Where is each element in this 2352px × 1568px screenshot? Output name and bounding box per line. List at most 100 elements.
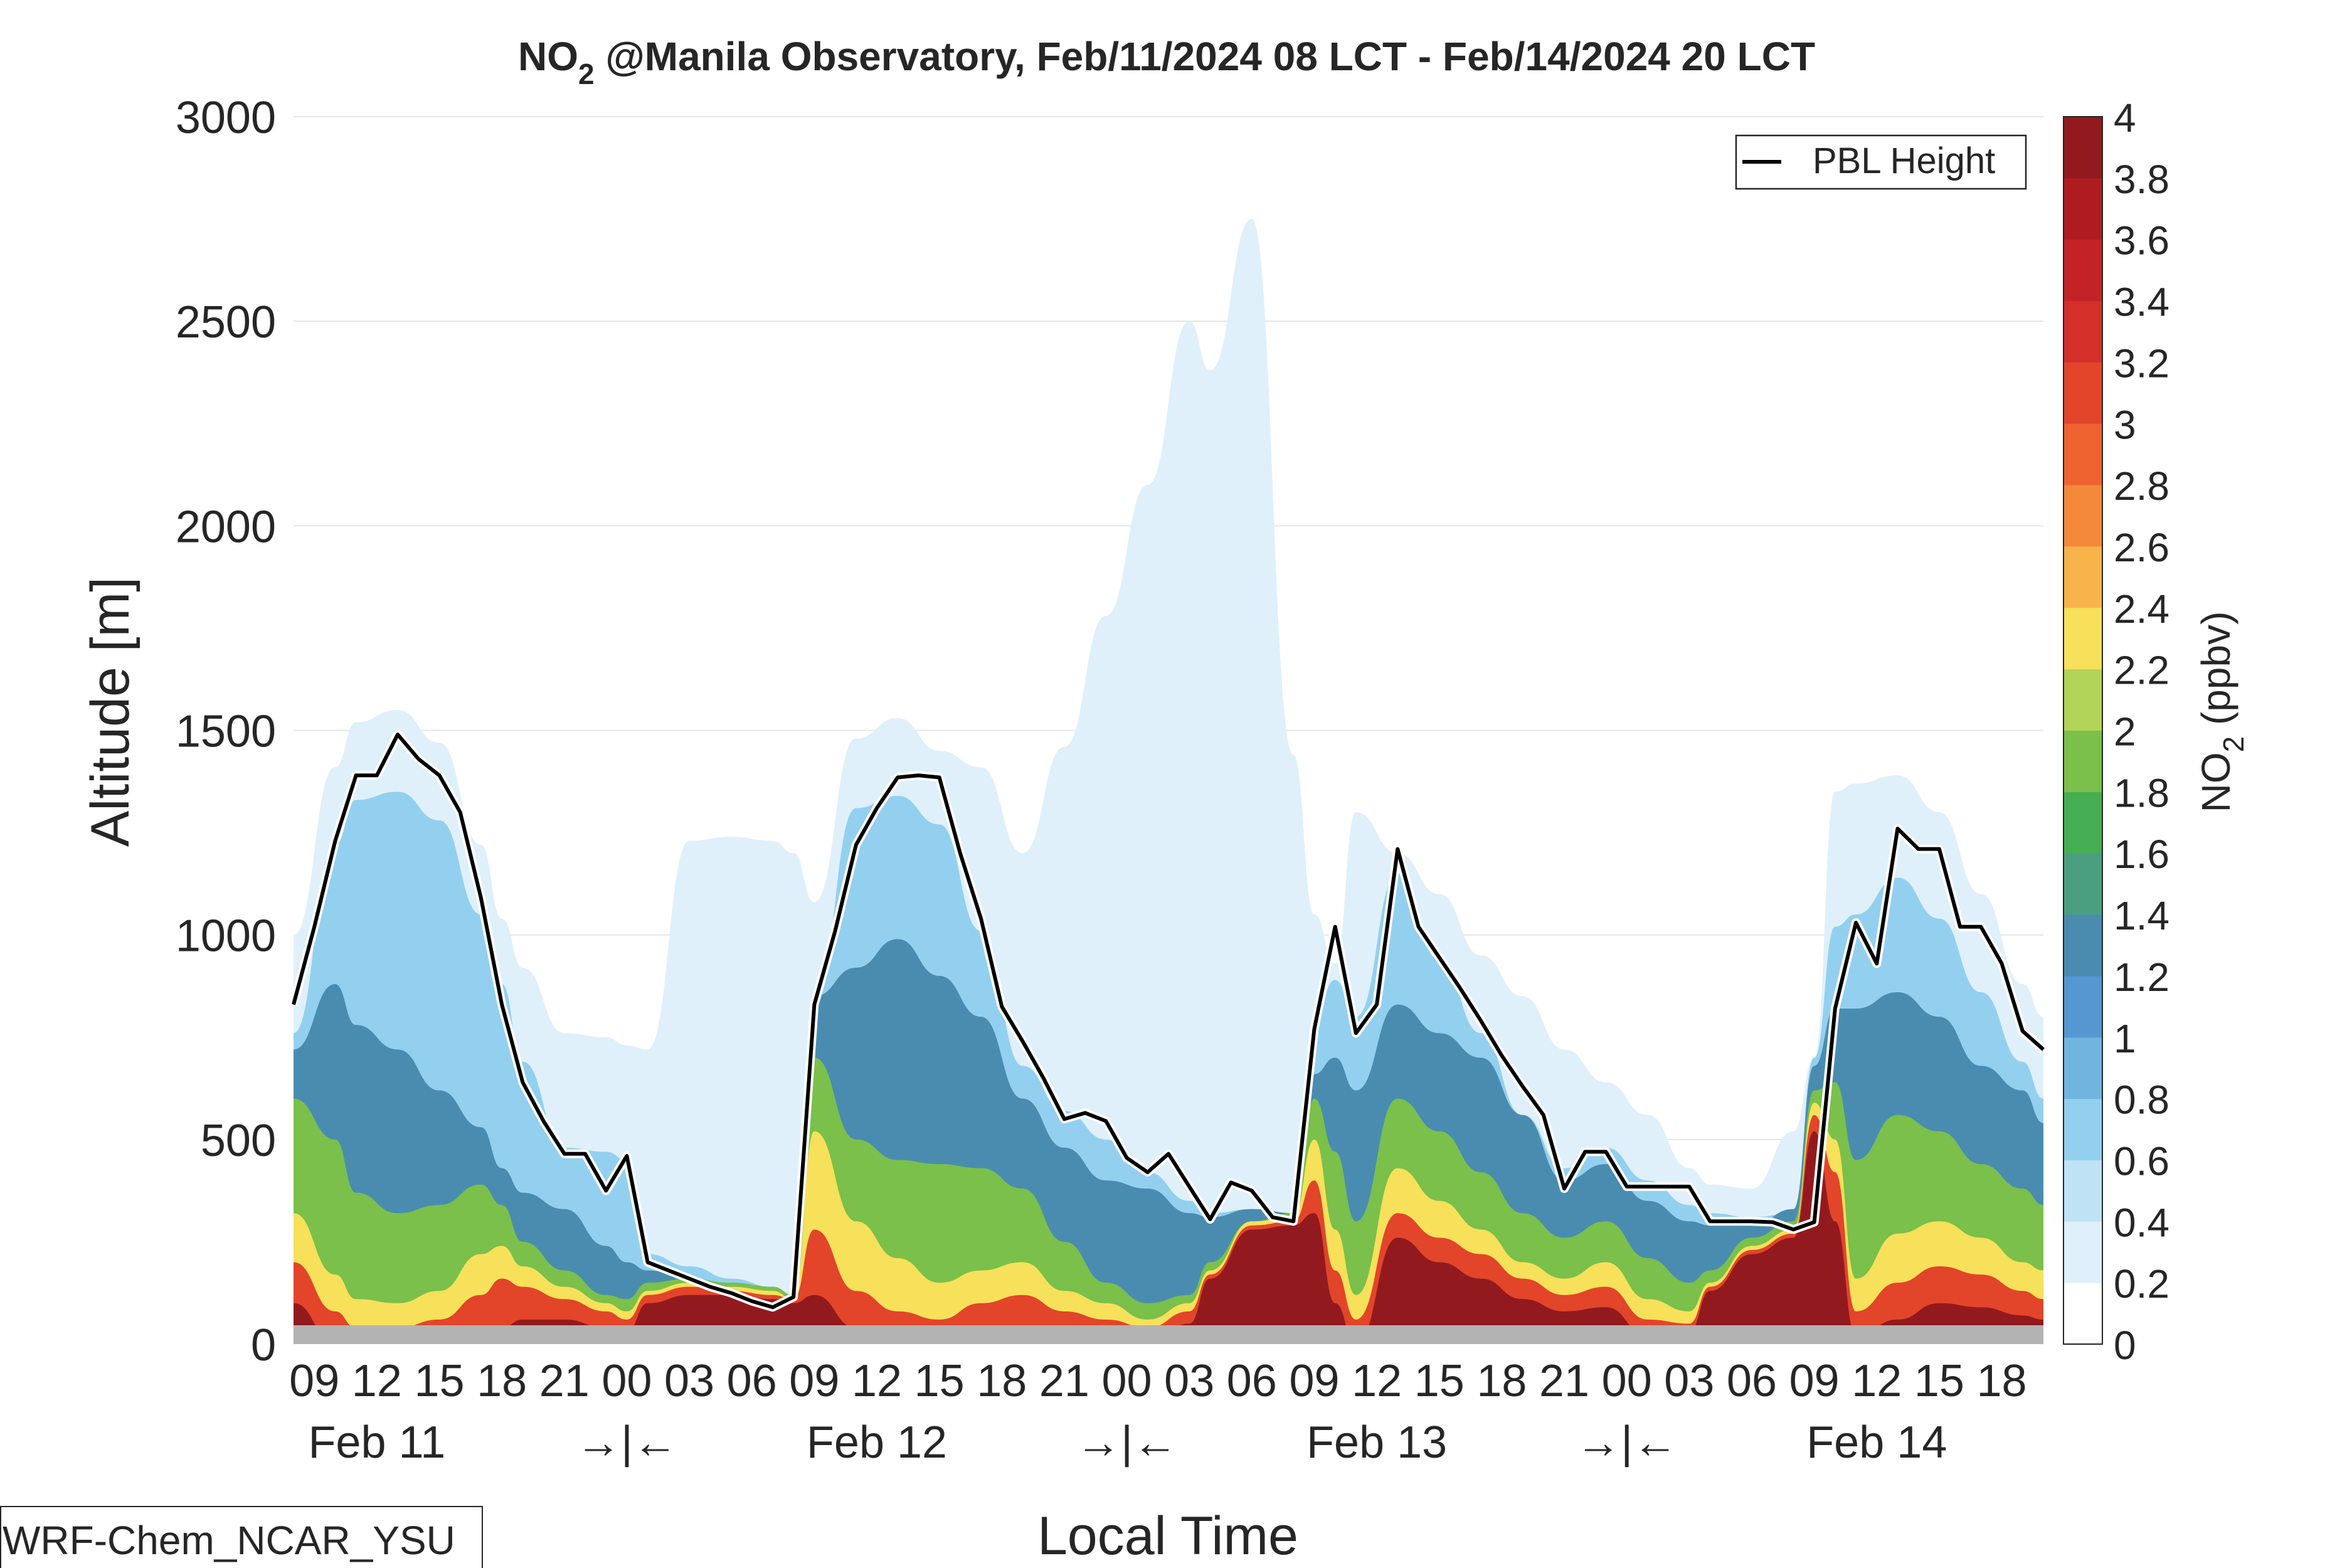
day-label: Feb 14	[1806, 1417, 1947, 1468]
y-tick-label-3000: 3000	[176, 93, 276, 143]
y-axis-label: Altitude [m]	[80, 577, 140, 847]
colorbar-tick-label: 2.8	[2114, 464, 2169, 509]
x-tick-label: 03	[1664, 1356, 1714, 1406]
colorbar-frame	[2063, 116, 2103, 1345]
x-tick-label: 00	[601, 1356, 652, 1406]
midnight-marker: →|←	[1076, 1417, 1178, 1468]
colorbar-label-main: NO	[2193, 752, 2238, 812]
x-tick-label: 18	[477, 1356, 527, 1406]
colorbar-tick-label: 4	[2114, 95, 2136, 140]
y-tick-label-500: 500	[201, 1116, 276, 1166]
chart-title-main: NO	[518, 34, 578, 79]
no2-band-red	[294, 1115, 2043, 1344]
colorbar-bin	[2063, 239, 2102, 302]
x-tick-label: 15	[1414, 1356, 1465, 1406]
x-tick-label: 15	[414, 1356, 464, 1406]
no2-band-yellow	[294, 1103, 2043, 1344]
x-tick-label: 21	[1539, 1356, 1589, 1406]
colorbar-tick-label: 3.6	[2114, 218, 2169, 263]
x-tick-label: 21	[539, 1356, 590, 1406]
colorbar-bin	[2063, 423, 2102, 485]
colorbar-tick-label: 0	[2114, 1323, 2136, 1368]
colorbar-bin	[2063, 362, 2102, 424]
colorbar-bin	[2063, 792, 2102, 854]
x-tick-label: 12	[352, 1356, 402, 1406]
x-tick-label: 09	[1289, 1356, 1339, 1406]
colorbar-bin	[2063, 669, 2102, 731]
colorbar-tick-label: 3	[2114, 402, 2136, 447]
day-label: Feb 13	[1306, 1417, 1447, 1468]
model-footnote: WRF-Chem_NCAR_YSU	[0, 1506, 483, 1568]
x-tick-label: 12	[1851, 1356, 1902, 1406]
legend-box	[1735, 134, 2027, 190]
colorbar-bin	[2063, 853, 2102, 915]
x-tick-label: 21	[1039, 1356, 1089, 1406]
colorbar-label: NO2 (ppbv)	[2193, 612, 2250, 813]
colorbar-tick-label: 1.8	[2114, 770, 2169, 815]
colorbar-tick-label: 1.2	[2114, 955, 2169, 1000]
x-tick-label: 06	[1727, 1356, 1777, 1406]
y-tick-label-2000: 2000	[176, 502, 276, 552]
no2-filled-contours	[294, 219, 2043, 1344]
footnote-text: WRF-Chem_NCAR_YSU	[3, 1518, 455, 1563]
colorbar-label-rest: (ppbv)	[2193, 612, 2238, 736]
y-tick-label-1000: 1000	[176, 911, 276, 961]
y-tick-label-1500: 1500	[176, 707, 276, 757]
y-tick-label-0: 0	[251, 1320, 276, 1370]
colorbar-tick-label: 2.6	[2114, 525, 2169, 570]
colorbar-tick-label: 0.8	[2114, 1078, 2169, 1123]
x-tick-label: 00	[1102, 1356, 1152, 1406]
x-tick-label: 12	[1352, 1356, 1402, 1406]
colorbar-tick-label: 3.2	[2114, 341, 2169, 386]
plot-area	[289, 116, 2047, 1344]
y-tick-label-2500: 2500	[176, 297, 276, 347]
x-tick-label: 09	[789, 1356, 839, 1406]
colorbar: 0 0.2 0.4 0.6 0.8 1 1.2 1.4 1.6 1.8 2 2.2 2.4 2.6 2.8 3…	[2063, 95, 2169, 1368]
legend: PBL Height	[1735, 134, 2027, 190]
colorbar-label-subscript: 2	[2217, 736, 2250, 753]
x-tick-label: 03	[664, 1356, 714, 1406]
colorbar-bin	[2063, 975, 2102, 1038]
colorbar-bin	[2063, 546, 2102, 608]
x-tick-label: 06	[727, 1356, 777, 1406]
colorbar-bin	[2063, 1160, 2102, 1222]
colorbar-bin	[2063, 730, 2102, 792]
footnote-box	[0, 1506, 483, 1568]
pbl-height-line	[289, 730, 2047, 1312]
legend-label: PBL Height	[1813, 140, 1995, 181]
x-tick-label: 09	[1789, 1356, 1840, 1406]
x-tick-label: 15	[1914, 1356, 1964, 1406]
x-tick-label: 18	[1476, 1356, 1527, 1406]
colorbar-tick-label: 0.6	[2114, 1138, 2169, 1184]
x-tick-label: 06	[1227, 1356, 1277, 1406]
colorbar-bin	[2063, 1037, 2102, 1099]
x-axis-day-labels: Feb 11 →|← Feb 12 →|← Feb 13 →|← Feb 14	[308, 1417, 1947, 1468]
midnight-marker: →|←	[1576, 1417, 1678, 1468]
colorbar-tick-label: 1	[2114, 1016, 2136, 1061]
colorbar-bin	[2063, 300, 2102, 363]
chart-title-rest: @Manila Observatory, Feb/11/2024 08 LCT …	[595, 34, 1815, 79]
x-tick-label: 18	[1977, 1356, 2027, 1406]
colorbar-bin	[2063, 1221, 2102, 1283]
colorbar-bin	[2063, 1283, 2102, 1345]
no2-band-sd	[294, 219, 2043, 1344]
x-tick-label: 15	[914, 1356, 965, 1406]
pbl-height-line-path	[292, 733, 2045, 1310]
x-axis-label: Local Time	[1037, 1506, 1298, 1566]
x-axis-ticks: 09 12 15 18 21 00 03 06 09 12 15 18 21 00 03 06 09 12 15 18…	[289, 1356, 2026, 1406]
colorbar-tick-label: 1.6	[2114, 832, 2169, 877]
colorbar-tick-label: 2.2	[2114, 648, 2169, 693]
colorbar-tick-label: 0.4	[2114, 1200, 2169, 1245]
chart-title: NO2 @Manila Observatory, Feb/11/2024 08 …	[518, 34, 1815, 90]
colorbar-tick-label: 3.8	[2114, 157, 2169, 202]
colorbar-bin	[2063, 485, 2102, 547]
ground-bar	[294, 1325, 2043, 1344]
y-axis-ticks: 0 500 1000 1500 2000 2500 3000	[176, 93, 276, 1370]
x-tick-label: 03	[1164, 1356, 1214, 1406]
colorbar-tick-label: 2	[2114, 709, 2136, 755]
day-label: Feb 12	[807, 1417, 947, 1468]
x-tick-label: 18	[977, 1356, 1027, 1406]
x-tick-label: 00	[1602, 1356, 1652, 1406]
colorbar-bin	[2063, 177, 2102, 240]
